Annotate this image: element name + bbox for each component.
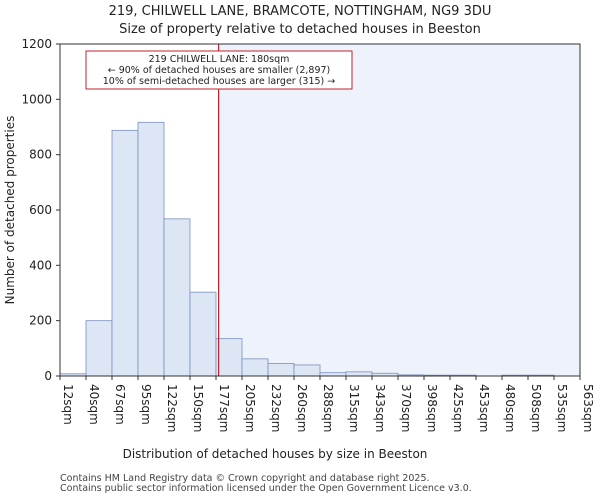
annotation-line1: 219 CHILWELL LANE: 180sqm xyxy=(149,54,290,65)
bar-40sqm xyxy=(85,320,113,377)
x-tick-label: 508sqm xyxy=(529,384,543,432)
y-tick-label: 0 xyxy=(44,369,52,383)
x-tick-label: 343sqm xyxy=(373,384,387,432)
x-tick-label: 95sqm xyxy=(139,384,153,425)
y-tick-label: 1200 xyxy=(21,37,52,51)
bars-group xyxy=(59,121,555,377)
annotation-box-frame xyxy=(85,50,353,90)
x-tick-label: 67sqm xyxy=(113,384,127,425)
x-tick-label: 150sqm xyxy=(191,384,205,432)
x-tick-label: 425sqm xyxy=(451,384,465,432)
x-tick-label: 205sqm xyxy=(243,384,257,432)
bar-177sqm xyxy=(215,338,243,377)
y-axis-ticks: 0 200 400 600 800 1000 1200 xyxy=(21,37,60,383)
footer-line2: Contains public sector information licen… xyxy=(60,483,472,494)
chart-title-line2: Size of property relative to detached ho… xyxy=(119,22,481,37)
annotation-line2: ← 90% of detached houses are smaller (2,… xyxy=(108,65,331,76)
larger-properties-region xyxy=(218,44,580,376)
footer-line1: Contains HM Land Registry data © Crown c… xyxy=(60,473,430,484)
y-tick-label: 1000 xyxy=(21,92,52,106)
x-tick-label: 288sqm xyxy=(321,384,335,432)
bar-315sqm xyxy=(345,371,373,377)
x-axis-label: Distribution of detached houses by size … xyxy=(123,447,428,461)
x-tick-label: 535sqm xyxy=(555,384,569,432)
x-tick-label: 40sqm xyxy=(87,384,101,425)
x-tick-label: 260sqm xyxy=(295,384,309,432)
x-tick-label: 122sqm xyxy=(165,384,179,432)
x-tick-label: 12sqm xyxy=(61,384,75,425)
x-tick-label: 480sqm xyxy=(503,384,517,432)
y-tick-label: 600 xyxy=(29,203,52,217)
bar-67sqm xyxy=(111,129,139,377)
y-axis-label: Number of detached properties xyxy=(3,116,17,305)
y-tick-label: 800 xyxy=(29,148,52,162)
annotation-line3: 10% of semi-detached houses are larger (… xyxy=(103,76,336,87)
bar-122sqm xyxy=(163,218,191,377)
x-tick-label: 453sqm xyxy=(477,384,491,432)
y-tick-label: 200 xyxy=(29,314,52,328)
x-tick-label: 315sqm xyxy=(347,384,361,432)
bar-150sqm xyxy=(189,291,217,377)
bar-95sqm xyxy=(137,121,165,377)
x-tick-label: 398sqm xyxy=(425,384,439,432)
chart-title-line1: 219, CHILWELL LANE, BRAMCOTE, NOTTINGHAM… xyxy=(109,4,492,19)
x-tick-label: 232sqm xyxy=(269,384,283,432)
annotation-box: 219 CHILWELL LANE: 180sqm ← 90% of detac… xyxy=(85,50,353,90)
bar-205sqm xyxy=(241,358,269,377)
bar-232sqm xyxy=(267,363,295,377)
bar-260sqm xyxy=(293,364,321,377)
x-tick-label: 177sqm xyxy=(217,384,231,432)
x-axis-ticks: 12sqm 40sqm 67sqm 95sqm 122sqm 150sqm 177sqm 20… xyxy=(59,376,595,432)
x-tick-label: 563sqm xyxy=(581,384,595,432)
x-tick-label: 370sqm xyxy=(399,384,413,432)
y-tick-label: 400 xyxy=(29,258,52,272)
